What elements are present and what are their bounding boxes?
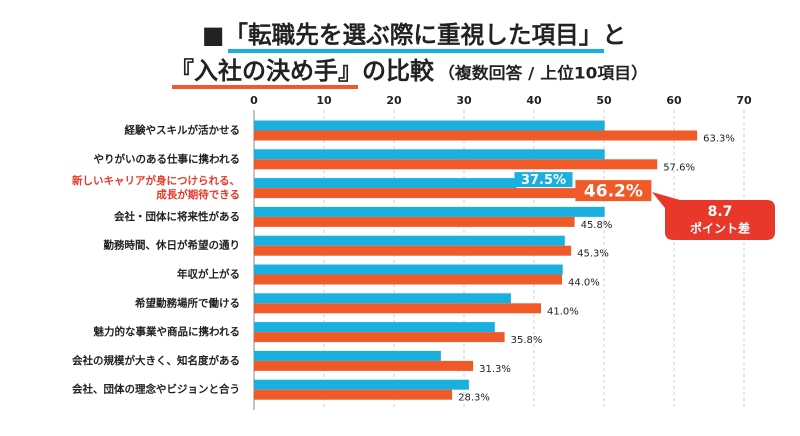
callout	[652, 192, 775, 240]
value-label-box	[514, 172, 573, 188]
value-label: 35.8%	[511, 335, 543, 346]
bar	[254, 264, 563, 275]
x-tick-label: 60	[666, 94, 682, 107]
x-tick-label: 40	[526, 94, 542, 107]
bar	[254, 178, 517, 189]
bar	[254, 389, 453, 400]
value-label-box	[575, 180, 652, 202]
bar	[254, 332, 505, 343]
value-label: 46.2%	[584, 182, 643, 202]
x-tick-label: 70	[736, 94, 752, 107]
value-label: 45.8%	[581, 220, 613, 231]
bar	[254, 303, 541, 314]
bar	[254, 120, 605, 131]
value-label: 45.3%	[577, 249, 609, 260]
y-tick-label: 年収が上がる	[177, 268, 240, 281]
annotation-text: ポイント差	[690, 221, 750, 236]
bar	[254, 235, 565, 246]
bar	[254, 379, 469, 390]
chart-subtitle: （複数回答 / 上位10項目）	[438, 64, 648, 83]
bar	[254, 245, 572, 256]
value-label: 44.0%	[568, 278, 600, 289]
y-tick-label: 会社、団体の理念やビジョンと合う	[72, 383, 240, 396]
value-label: 63.3%	[703, 134, 735, 145]
y-tick-label: 会社の規模が大きく、知名度がある	[72, 354, 240, 367]
x-tick-label: 20	[386, 94, 402, 107]
value-label: 57.6%	[663, 162, 695, 173]
bar	[254, 216, 575, 227]
x-tick-label: 0	[250, 94, 258, 107]
annotation-value: 8.7	[708, 204, 733, 220]
bar	[254, 188, 578, 199]
bar	[254, 274, 562, 285]
y-tick-label: 魅力的な事業や商品に携われる	[94, 325, 240, 338]
value-label: 31.3%	[479, 364, 511, 375]
bar	[254, 206, 605, 217]
chart-title: ■「転職先を選ぶ際に重視した項目」と	[202, 21, 626, 49]
x-tick-label: 10	[316, 94, 332, 107]
value-label: 37.5%	[521, 173, 566, 188]
y-tick-label: 経験やスキルが活かせる	[125, 124, 241, 137]
bar	[254, 149, 605, 160]
y-tick-label: やりがいのある仕事に携われる	[94, 152, 240, 165]
y-tick-label: 会社・団体に将来性がある	[114, 210, 240, 223]
y-tick-label: 新しいキャリアが身につけられる、成長が期待できる	[72, 174, 240, 201]
chart-title: 『入社の決め手』の比較	[170, 57, 435, 85]
value-label: 28.3%	[458, 393, 490, 404]
bar	[254, 159, 658, 170]
x-tick-label: 30	[456, 94, 472, 107]
bar	[254, 350, 441, 361]
x-tick-label: 50	[596, 94, 612, 107]
y-tick-label: 希望勤務場所で働ける	[134, 296, 240, 309]
bar	[254, 130, 698, 141]
value-label: 41.0%	[547, 306, 579, 317]
y-tick-label: 勤務時間、休日が希望の通り	[104, 239, 241, 252]
bar	[254, 360, 474, 371]
bar	[254, 293, 511, 304]
bar	[254, 322, 495, 333]
